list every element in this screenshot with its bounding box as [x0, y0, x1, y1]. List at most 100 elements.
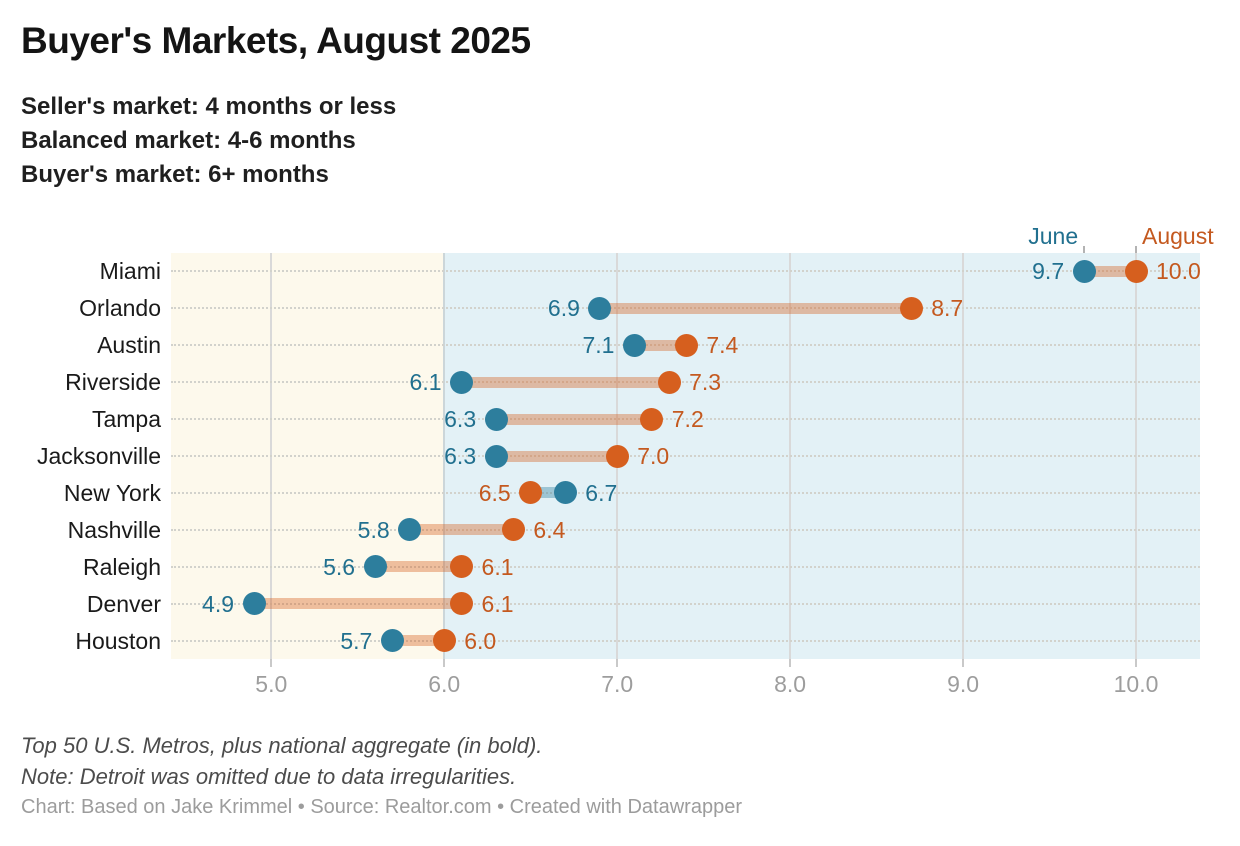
june-value-label: 7.1 — [582, 332, 615, 359]
dumbbell-connector — [496, 450, 618, 462]
june-dot — [450, 370, 474, 394]
dumbbell-connector — [392, 635, 445, 647]
dumbbell-connector — [530, 487, 566, 499]
dumbbell-connector — [375, 561, 462, 573]
page-title: Buyer's Markets, August 2025 — [21, 20, 531, 61]
footnote-detroit: Note: Detroit was omitted due to data ir… — [21, 764, 517, 789]
row-dotted-line — [171, 270, 1200, 273]
row-label: New York — [63, 479, 161, 506]
june-value-label: 9.7 — [1032, 258, 1065, 285]
august-value-label: 6.5 — [478, 479, 511, 506]
august-value-label: 6.1 — [481, 590, 514, 617]
row-dotted-line — [171, 528, 1200, 531]
june-dot — [484, 407, 508, 431]
august-dot — [674, 333, 698, 357]
description-line-balanced: Balanced market: 4-6 months — [21, 127, 356, 154]
june-dot — [1072, 259, 1096, 283]
august-dot — [432, 629, 456, 653]
row-label: Austin — [97, 332, 161, 359]
description-line-sellers: Seller's market: 4 months or less — [21, 93, 397, 120]
june-value-label: 5.8 — [357, 516, 390, 543]
row-dotted-line — [171, 307, 1200, 310]
june-value-label: 5.7 — [340, 627, 373, 654]
august-value-label: 6.1 — [481, 553, 514, 580]
august-value-label: 6.4 — [533, 516, 566, 543]
august-dot — [450, 555, 474, 579]
august-value-label: 7.3 — [689, 369, 722, 396]
august-dot — [501, 518, 525, 542]
footnote-metros: Top 50 U.S. Metros, plus national aggreg… — [21, 733, 543, 758]
row-label: Miami — [99, 258, 161, 285]
august-dot — [899, 296, 923, 320]
plot-area: 9.7 10.0 6.9 8.7 7.1 7.4 6.1 7.3 6.3 7.2 6.3 7.0 6.5… — [171, 253, 1201, 659]
x-axis-tick — [962, 659, 965, 667]
row-dotted-line — [171, 602, 1200, 605]
x-axis-tick — [443, 659, 446, 667]
august-value-label: 6.0 — [464, 627, 497, 654]
x-axis-tick-label: 6.0 — [428, 671, 461, 697]
dumbbell-connector — [496, 413, 652, 425]
x-axis-tick-label: 8.0 — [774, 671, 807, 697]
june-dot — [484, 444, 508, 468]
row-dotted-line — [171, 381, 1200, 384]
june-dot — [363, 555, 387, 579]
august-dot — [450, 592, 474, 616]
june-dot — [398, 518, 422, 542]
august-dot — [605, 444, 629, 468]
row-label: Houston — [75, 627, 161, 654]
june-dot — [553, 481, 577, 505]
dumbbell-connector — [634, 339, 687, 351]
dumbbell-connector — [461, 376, 670, 388]
dumbbell-connector — [254, 598, 462, 610]
june-dot — [242, 592, 266, 616]
x-axis-tick — [616, 659, 619, 667]
august-value-label: 7.0 — [637, 443, 670, 469]
june-value-label: 6.7 — [585, 479, 618, 506]
row-dotted-line — [171, 418, 1200, 421]
row-dotted-line — [171, 491, 1200, 494]
june-dot — [380, 629, 404, 653]
x-axis-tick-label: 7.0 — [601, 671, 634, 697]
x-axis-tick — [789, 659, 792, 667]
legend-august-label: August — [1142, 223, 1214, 249]
june-dot — [622, 333, 646, 357]
x-axis-tick-label: 5.0 — [255, 671, 288, 697]
x-axis-tick-label: 10.0 — [1113, 671, 1159, 697]
june-value-label: 6.9 — [547, 295, 580, 322]
row-label: Nashville — [67, 516, 161, 543]
june-value-label: 6.1 — [409, 369, 442, 396]
footnotes: Top 50 U.S. Metros, plus national aggreg… — [21, 730, 542, 792]
x-axis-tick-label: 9.0 — [947, 671, 980, 697]
row-dotted-line — [171, 565, 1200, 568]
august-value-label: 8.7 — [931, 295, 964, 322]
row-label: Jacksonville — [37, 443, 161, 469]
row-label: Tampa — [91, 406, 161, 433]
legend-august-tick — [1135, 246, 1137, 258]
legend-june-tick — [1083, 246, 1086, 258]
june-value-label: 6.3 — [444, 406, 477, 433]
june-value-label: 5.6 — [323, 553, 356, 580]
dumbbell-connector — [1084, 265, 1136, 277]
row-label: Orlando — [79, 295, 161, 322]
row-label: Raleigh — [83, 553, 161, 580]
row-dotted-line — [171, 455, 1200, 457]
june-value-label: 6.3 — [444, 443, 477, 469]
x-axis-tick — [270, 659, 273, 667]
row-dotted-line — [171, 639, 1200, 642]
august-value-label: 10.0 — [1156, 258, 1201, 285]
x-axis-tick — [1135, 659, 1137, 667]
description-line-buyers: Buyer's market: 6+ months — [21, 161, 329, 188]
june-dot — [588, 296, 612, 320]
dumbbell-connector — [599, 302, 912, 314]
august-dot — [640, 407, 664, 431]
august-dot — [657, 370, 681, 394]
legend-june-label: June — [1028, 223, 1079, 249]
august-value-label: 7.2 — [671, 406, 704, 433]
june-value-label: 4.9 — [202, 590, 235, 617]
row-label: Riverside — [65, 369, 161, 396]
chart-description: Seller's market: 4 months or less Balanc… — [21, 90, 396, 192]
dumbbell-connector — [409, 524, 514, 536]
august-dot — [1124, 259, 1148, 283]
august-value-label: 7.4 — [706, 332, 739, 359]
